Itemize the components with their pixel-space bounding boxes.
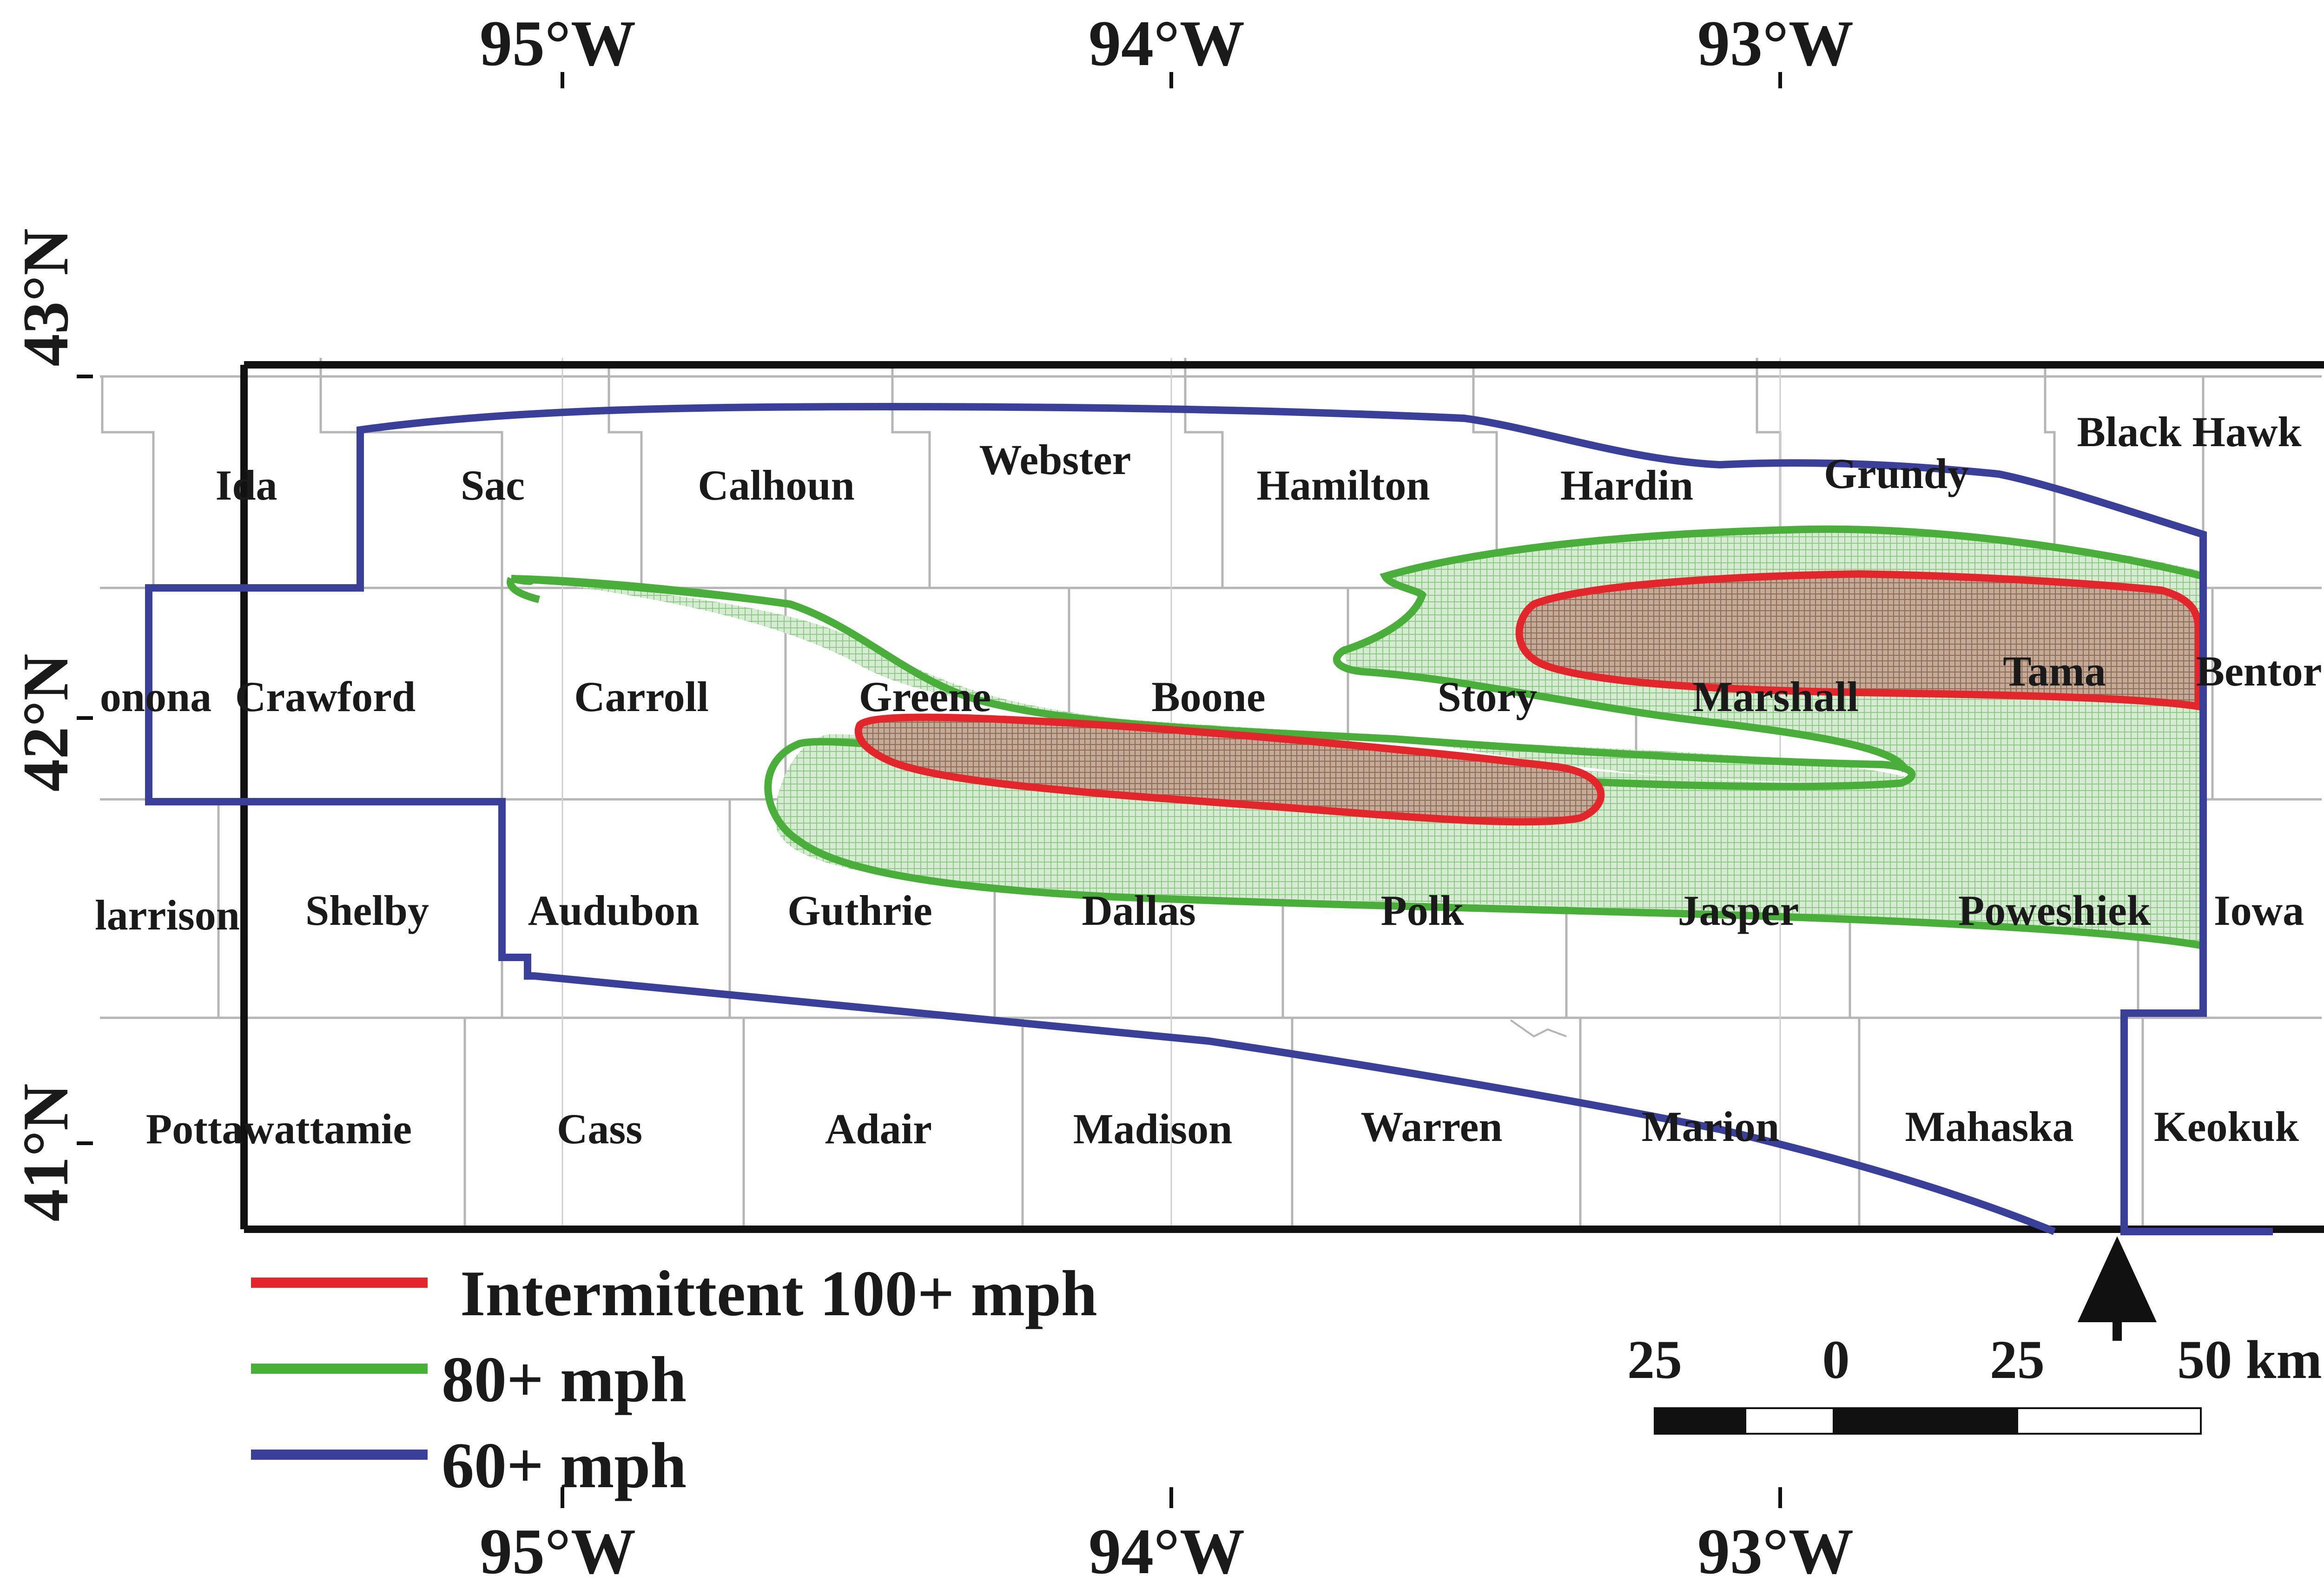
county-label: Dallas — [1082, 887, 1195, 934]
county-label: Adair — [825, 1105, 932, 1153]
county-label: Pottawattamie — [146, 1105, 412, 1153]
county-label: Black Hawk — [2077, 408, 2302, 455]
county-label: Marion — [1642, 1103, 1779, 1150]
legend-label: 80+ mph — [442, 1344, 687, 1416]
wind-80mph-outline-west — [507, 575, 791, 608]
county-label: Guthrie — [787, 887, 932, 934]
north-arrow-icon — [2078, 1236, 2157, 1341]
wind-100mph-region-east — [1515, 570, 2202, 711]
county-label: Iowa — [2214, 887, 2304, 934]
county-label: Polk — [1381, 887, 1465, 934]
county-label: Grundy — [1824, 450, 1969, 497]
county-label: Poweshiek — [1958, 887, 2151, 934]
county-label: Sac — [461, 461, 525, 509]
legend-label: Intermittent 100+ mph — [460, 1258, 1097, 1330]
county-label: Audubon — [528, 887, 699, 934]
county-label: Greene — [859, 673, 991, 720]
county-label: Shelby — [305, 887, 429, 934]
longitude-ticks — [561, 72, 1782, 1508]
legend-label: 60+ mph — [442, 1430, 687, 1502]
county-label: Marshall — [1692, 673, 1859, 720]
county-label: Madison — [1073, 1105, 1233, 1153]
scale-label: 50 km — [2177, 1329, 2322, 1390]
longitude-labels-bottom: 95°W 94°W 93°W — [480, 1516, 1854, 1588]
county-label: larrison — [95, 891, 240, 939]
county-label: Jasper — [1678, 887, 1799, 934]
county-labels: Ida Sac Calhoun Webster Hamilton Hardin … — [95, 408, 2322, 1153]
county-label: Story — [1438, 673, 1538, 720]
longitude-label: 94°W — [1089, 7, 1245, 79]
wind-60mph-outline — [145, 402, 2273, 1235]
county-label: Ida — [216, 461, 277, 509]
county-label: Hardin — [1560, 461, 1693, 509]
county-label: Hamilton — [1256, 461, 1430, 509]
scale-label: 25 — [1990, 1329, 2045, 1390]
latitude-label: 42°N — [10, 653, 82, 791]
county-label: Warren — [1361, 1103, 1503, 1150]
scale-label: 0 — [1822, 1329, 1850, 1390]
latitude-ticks — [77, 375, 93, 1145]
county-label: Webster — [979, 436, 1131, 483]
longitude-label: 94°W — [1089, 1516, 1245, 1588]
county-label: Keokuk — [2154, 1103, 2299, 1150]
latitude-labels-left: 43°N 42°N 41°N — [10, 228, 82, 1221]
latitude-label: 43°N — [10, 228, 82, 366]
wind-100mph-region-west — [854, 713, 1605, 826]
longitude-label: 95°W — [480, 7, 636, 79]
longitude-label: 93°W — [1697, 7, 1854, 79]
latitude-label: 41°N — [10, 1083, 82, 1221]
county-label: Crawford — [235, 673, 416, 720]
legend: Intermittent 100+ mph 80+ mph 60+ mph — [251, 1258, 1097, 1502]
county-label: Mahaska — [1905, 1103, 2074, 1150]
county-label: Calhoun — [698, 461, 855, 509]
county-label: Tama — [2003, 647, 2106, 695]
county-label: Cass — [557, 1105, 642, 1153]
scale-bar: 25 0 25 50 km — [1627, 1329, 2322, 1435]
county-label: Boone — [1151, 673, 1265, 720]
longitude-label: 93°W — [1697, 1516, 1854, 1588]
county-label: onona — [100, 673, 211, 720]
longitude-labels-top: 95°W 94°W 93°W — [480, 7, 1854, 79]
county-label: Bentor — [2196, 647, 2322, 695]
longitude-label: 95°W — [480, 1516, 636, 1588]
scale-label: 25 — [1627, 1329, 1682, 1390]
county-label: Carroll — [574, 673, 709, 720]
map-frame — [240, 361, 2324, 1233]
